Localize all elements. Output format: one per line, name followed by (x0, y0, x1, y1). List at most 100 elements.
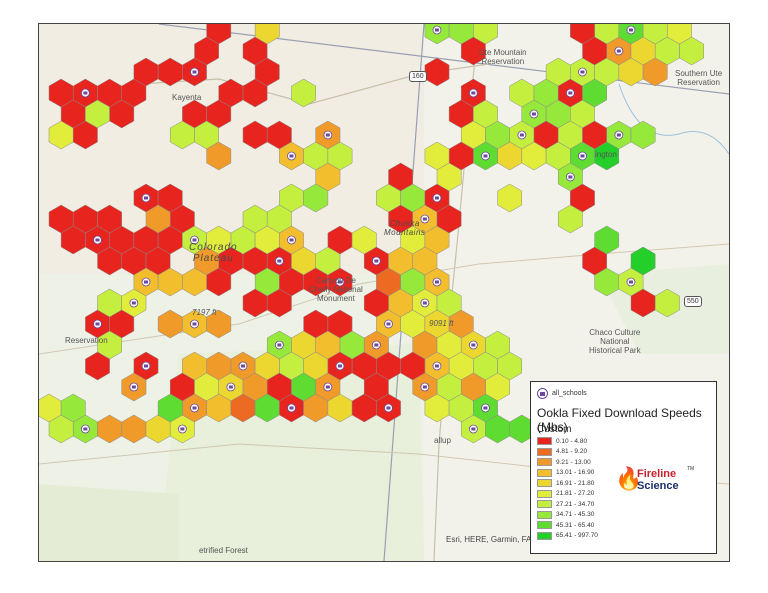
legend-class-label: 4.81 - 9.20 (556, 448, 588, 456)
legend-class-item: 45.31 - 65.40 (537, 520, 598, 531)
speed-hexagon[interactable] (157, 393, 183, 423)
speed-hexagon[interactable] (254, 57, 280, 87)
school-marker-icon[interactable] (141, 361, 151, 371)
school-marker-icon[interactable] (614, 130, 624, 140)
speed-hexagon[interactable] (497, 183, 523, 213)
school-marker-icon[interactable] (287, 151, 296, 161)
school-marker-icon[interactable] (190, 403, 199, 413)
school-marker-icon[interactable] (481, 403, 490, 413)
school-marker-icon[interactable] (80, 424, 90, 434)
speed-hexagon[interactable] (206, 309, 232, 339)
school-marker-icon[interactable] (190, 319, 199, 329)
speed-hexagon[interactable] (667, 24, 692, 45)
speed-hexagon[interactable] (594, 57, 620, 87)
speed-hexagon[interactable] (327, 309, 353, 339)
school-marker-icon[interactable] (323, 130, 333, 140)
school-marker-icon[interactable] (626, 277, 636, 287)
school-marker-icon[interactable] (287, 403, 296, 413)
map-canvas[interactable] (39, 24, 729, 561)
school-marker-icon[interactable] (141, 193, 151, 203)
school-marker-icon[interactable] (335, 361, 345, 371)
school-marker-icon[interactable] (517, 130, 527, 140)
speed-hexagon[interactable] (206, 225, 232, 255)
speed-hexagon[interactable] (412, 246, 438, 276)
school-marker-icon[interactable] (468, 88, 478, 98)
speed-hexagon[interactable] (109, 99, 135, 129)
speed-hexagon[interactable] (206, 24, 232, 45)
school-marker-icon[interactable] (420, 382, 430, 392)
school-marker-icon[interactable] (141, 277, 151, 287)
school-marker-icon[interactable] (274, 256, 284, 266)
legend-school-entry: all_schools (537, 388, 587, 399)
speed-hexagon[interactable] (557, 204, 583, 234)
speed-hexagon[interactable] (388, 162, 413, 192)
map-view[interactable]: Kayenta Ute Mountain Reservation Colorad… (38, 23, 730, 562)
speed-hexagon[interactable] (436, 204, 462, 234)
school-marker-icon[interactable] (238, 361, 248, 371)
school-marker-icon[interactable] (177, 424, 187, 434)
legend-color-swatch (537, 489, 552, 498)
school-marker-icon[interactable] (432, 193, 442, 203)
speed-hexagon[interactable] (72, 120, 98, 150)
school-marker-icon[interactable] (481, 151, 490, 161)
speed-hexagon[interactable] (351, 225, 377, 255)
school-marker-layer (80, 25, 636, 434)
speed-hexagon[interactable] (642, 57, 668, 87)
school-marker-icon[interactable] (93, 235, 102, 245)
speed-hexagon[interactable] (206, 267, 232, 297)
speed-hexagon[interactable] (594, 225, 620, 255)
place-label-southern-ute: Southern Ute Reservation (675, 69, 723, 87)
school-marker-icon[interactable] (432, 25, 442, 35)
school-marker-icon[interactable] (129, 382, 139, 392)
school-marker-icon[interactable] (420, 214, 430, 224)
speed-hexagon[interactable] (363, 288, 389, 318)
legend-layer-name: all_schools (552, 390, 587, 397)
school-marker-icon[interactable] (384, 319, 393, 329)
school-marker-icon[interactable] (274, 340, 284, 350)
speed-hexagon[interactable] (291, 78, 316, 108)
school-marker-icon[interactable] (371, 340, 381, 350)
speed-hexagon[interactable] (473, 24, 498, 45)
school-marker-icon[interactable] (335, 277, 345, 287)
legend-class-item: 65.41 - 997.70 (537, 531, 598, 542)
speed-hexagon[interactable] (85, 351, 110, 381)
school-marker-icon[interactable] (529, 109, 539, 119)
school-marker-icon[interactable] (93, 319, 102, 329)
map-attribution: Esri, HERE, Garmin, FAO, N (446, 535, 548, 544)
school-marker-icon[interactable] (384, 403, 393, 413)
speed-hexagon[interactable] (206, 141, 232, 171)
speed-hexagon[interactable] (279, 267, 304, 297)
school-marker-icon[interactable] (190, 67, 199, 77)
school-marker-icon[interactable] (226, 382, 236, 392)
school-marker-icon[interactable] (614, 46, 624, 56)
legend-class-label: 65.41 - 997.70 (556, 532, 598, 540)
place-label-canyon-de-chelly: Canyon De Chelly National Monument (309, 276, 363, 303)
school-marker-icon[interactable] (129, 298, 139, 308)
speed-hexagon[interactable] (60, 225, 86, 255)
school-marker-icon[interactable] (565, 88, 575, 98)
school-marker-icon[interactable] (578, 67, 587, 77)
school-marker-icon[interactable] (80, 88, 90, 98)
speed-hexagon[interactable] (654, 288, 680, 318)
school-marker-icon[interactable] (432, 277, 442, 287)
school-marker-icon[interactable] (626, 25, 636, 35)
legend-subtitle: Custom (537, 424, 572, 435)
speed-hexagon[interactable] (630, 120, 656, 150)
school-marker-icon[interactable] (432, 361, 442, 371)
speed-hexagon[interactable] (570, 24, 595, 45)
school-marker-icon[interactable] (565, 172, 575, 182)
school-marker-icon[interactable] (371, 256, 381, 266)
speed-hexagon[interactable] (303, 183, 329, 213)
speed-hexagon[interactable] (436, 162, 462, 192)
school-marker-icon[interactable] (190, 235, 199, 245)
speed-hexagon[interactable] (254, 24, 280, 45)
speed-hexagon[interactable] (594, 141, 620, 171)
school-marker-icon (537, 388, 548, 399)
school-marker-icon[interactable] (323, 382, 333, 392)
school-marker-icon[interactable] (287, 235, 296, 245)
school-marker-icon[interactable] (420, 298, 430, 308)
school-marker-icon[interactable] (468, 424, 478, 434)
school-marker-icon[interactable] (468, 340, 478, 350)
school-marker-icon[interactable] (578, 151, 587, 161)
speed-hexagon[interactable] (97, 204, 122, 234)
